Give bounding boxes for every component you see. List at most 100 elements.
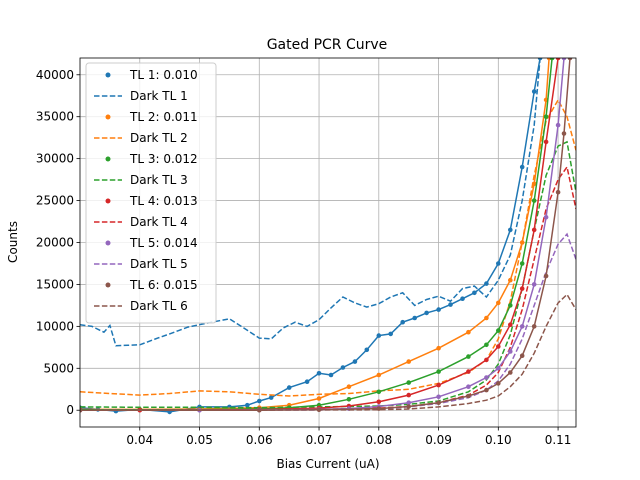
data-point [406, 380, 412, 385]
data-point [531, 89, 537, 94]
data-point [352, 359, 358, 364]
legend-label: Dark TL 4 [130, 215, 188, 229]
data-point [466, 384, 471, 390]
data-point [388, 331, 394, 337]
data-point [316, 396, 322, 401]
y-tick-label: 20000 [36, 236, 74, 250]
data-point [460, 296, 465, 302]
data-point [543, 139, 549, 145]
data-point [531, 198, 537, 203]
data-point [304, 379, 310, 385]
legend-label: Dark TL 6 [130, 299, 188, 313]
data-point [484, 387, 489, 393]
data-point [436, 369, 441, 374]
data-point [531, 282, 537, 287]
data-point [496, 328, 501, 333]
y-tick-label: 40000 [36, 68, 74, 82]
data-point [376, 389, 382, 395]
data-point [436, 382, 441, 388]
data-point [561, 131, 567, 136]
x-tick-label: 0.08 [365, 433, 392, 447]
data-point [436, 394, 441, 400]
data-point [364, 347, 370, 353]
x-axis-label: Bias Current (uA) [276, 457, 379, 471]
ticks: 0.04 0.05 0.06 0.07 0.08 0.09 0.10 0.11 0 5000 100… [36, 68, 572, 447]
data-point [496, 300, 501, 306]
data-point [508, 277, 513, 283]
legend-label: Dark TL 1 [130, 89, 188, 103]
legend-swatch-dot [105, 114, 111, 120]
data-point [448, 302, 453, 307]
data-point [519, 240, 525, 245]
data-point [508, 370, 513, 375]
data-point [376, 333, 382, 338]
data-point [406, 404, 412, 409]
data-point [257, 398, 262, 404]
legend-label: TL 4: 0.013 [129, 194, 198, 208]
data-point [543, 114, 549, 119]
x-tick-label: 0.09 [425, 433, 452, 447]
data-point [555, 58, 561, 61]
legend: TL 1: 0.010 Dark TL 1 TL 2: 0.011 Dark TL 2… [85, 62, 217, 324]
data-point [555, 189, 561, 195]
legend-label: TL 3: 0.012 [129, 152, 198, 166]
data-point [436, 400, 441, 406]
y-tick-label: 25000 [36, 194, 74, 208]
legend-label: TL 1: 0.010 [129, 68, 198, 82]
data-point [508, 303, 513, 308]
legend-label: TL 5: 0.014 [129, 236, 198, 250]
data-point [531, 227, 537, 233]
data-point [567, 58, 573, 61]
data-point [466, 393, 471, 399]
x-tick-label: 0.07 [306, 433, 333, 447]
data-point [466, 329, 471, 335]
legend-label: Dark TL 2 [130, 131, 188, 145]
data-point [543, 215, 549, 220]
x-tick-label: 0.10 [485, 433, 512, 447]
data-point [316, 371, 322, 376]
data-point [519, 324, 525, 329]
data-point [406, 359, 412, 364]
data-point [543, 273, 549, 279]
data-point [484, 375, 489, 380]
data-point [484, 281, 489, 286]
y-tick-label: 15000 [36, 277, 74, 291]
data-point [508, 322, 513, 328]
data-point [561, 58, 567, 61]
data-point [436, 345, 441, 351]
data-point [519, 353, 525, 359]
x-tick-label: 0.05 [186, 433, 213, 447]
data-point [346, 397, 352, 402]
data-point [484, 342, 489, 348]
data-point [328, 372, 334, 378]
data-point [496, 381, 501, 386]
data-point [496, 261, 501, 266]
data-point [376, 372, 382, 378]
legend-swatch-dot [105, 198, 111, 204]
series-layer [80, 58, 576, 415]
data-point [412, 315, 418, 321]
data-point [346, 384, 352, 390]
data-point [519, 261, 525, 266]
legend-box [85, 62, 217, 324]
data-point [406, 392, 412, 398]
chart-title: Gated PCR Curve [267, 37, 388, 53]
data-point [406, 400, 412, 406]
data-point [496, 344, 501, 349]
series-line-dark-tl-1 [80, 58, 541, 347]
data-point [549, 58, 555, 61]
data-point [424, 310, 429, 316]
data-point [555, 122, 561, 128]
legend-swatch-dot [105, 282, 111, 288]
series-line-dark-tl-3 [80, 140, 576, 409]
x-tick-label: 0.11 [545, 433, 572, 447]
data-point [484, 315, 489, 321]
y-tick-label: 0 [66, 403, 74, 417]
data-point [519, 286, 525, 291]
series-line-tl-1-0-010 [80, 58, 541, 413]
data-point [472, 290, 477, 296]
legend-label: TL 6: 0.015 [129, 278, 198, 292]
data-point [400, 319, 406, 325]
data-point [508, 349, 513, 354]
